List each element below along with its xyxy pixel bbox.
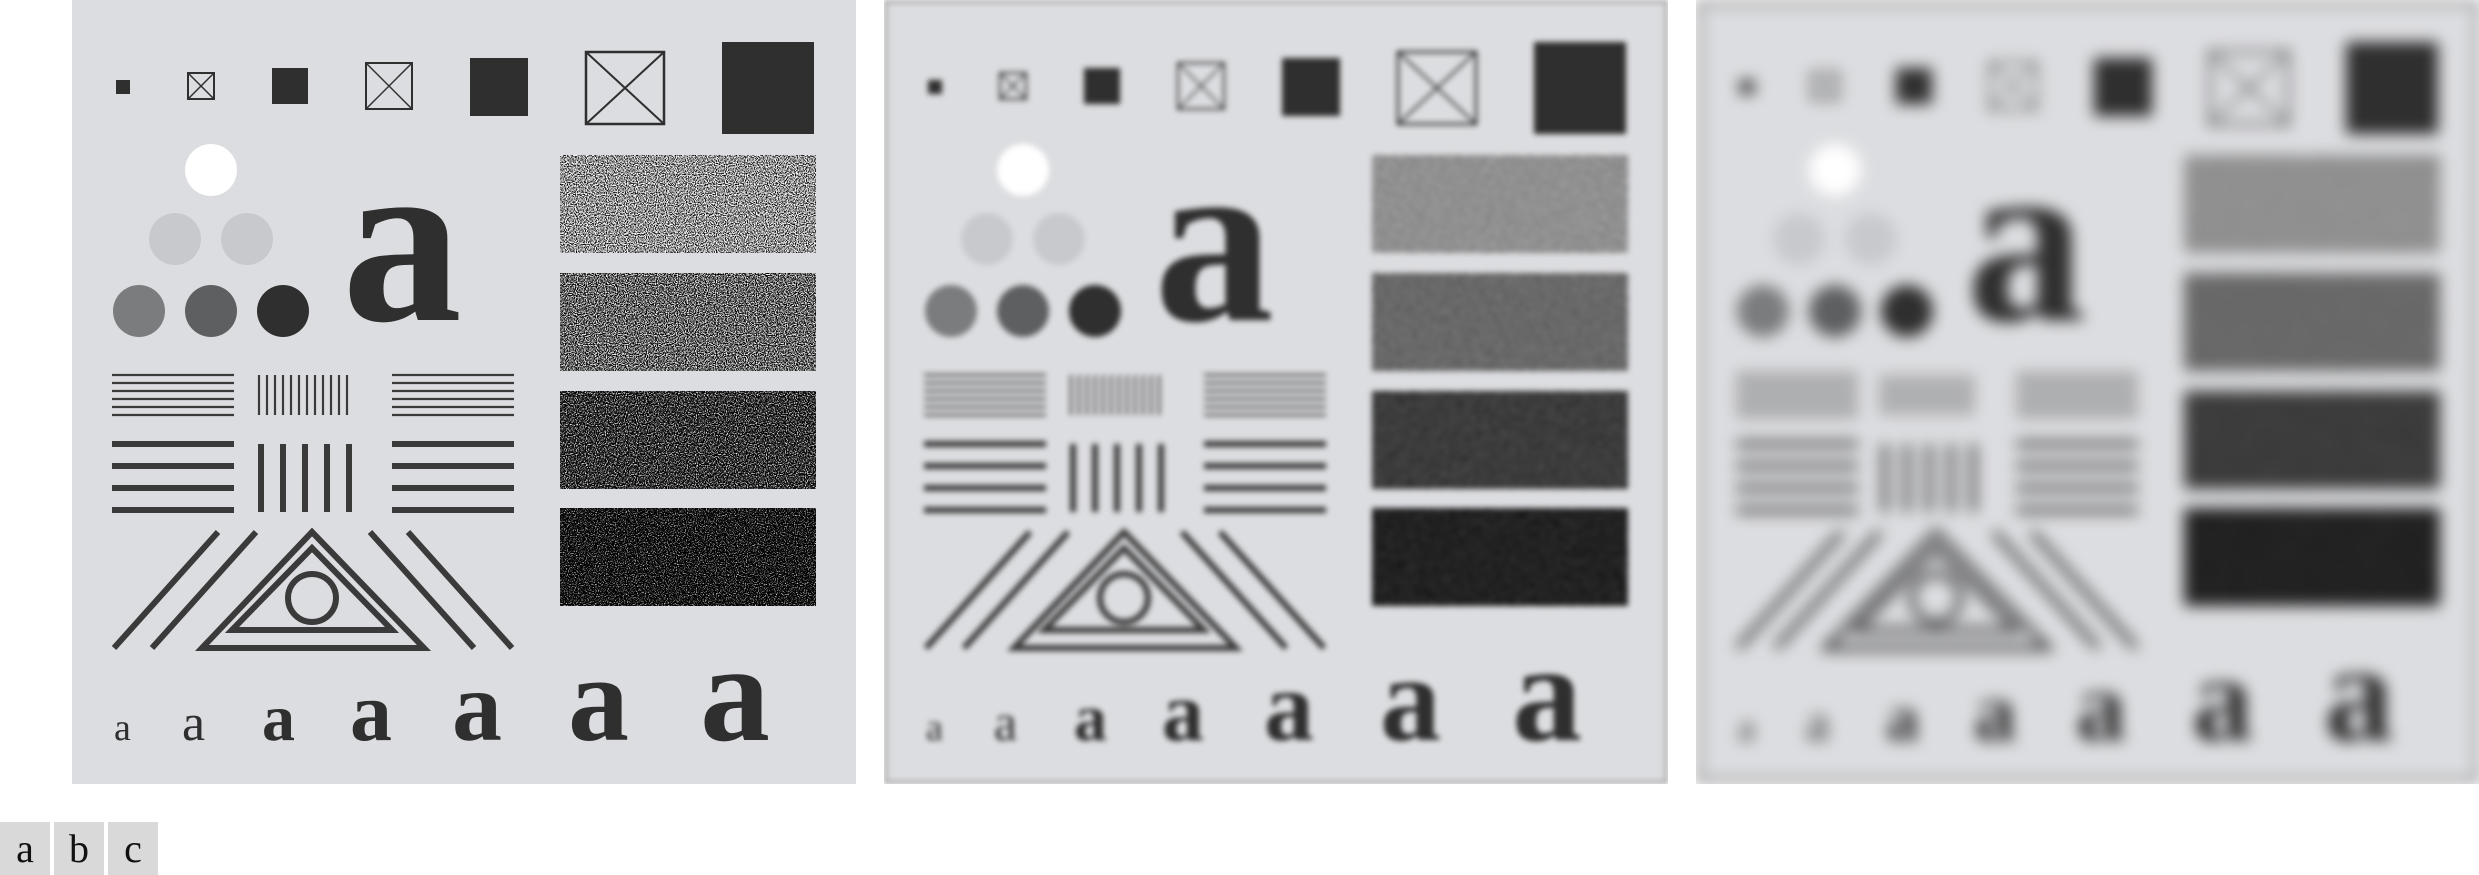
letter-row-1: a [114,707,131,749]
test-pattern-original: a [72,0,856,784]
square-4 [722,42,814,134]
letter-row-c-2: a [1806,695,1829,752]
x-square-1 [187,72,215,100]
panel-label-a: a [0,822,50,875]
panel-c-heavily-smoothed: a [1696,0,2479,784]
letter-row-b-7: a [1512,616,1582,771]
noise-rect-2 [560,273,816,371]
test-pattern-heavily-smoothed: a [1696,0,2479,784]
noise-rect-3 [560,391,816,489]
triangle-figure [111,527,515,651]
letter-row-7: a [700,616,770,771]
test-pattern-smoothed: a [884,0,1668,784]
letter-row-b-4: a [1162,666,1204,759]
big-letter: a [342,106,462,372]
panel-label-b: b [54,822,104,875]
letter-row-4: a [350,666,392,759]
noise-rect-4 [560,508,816,606]
panel-label-c: c [108,822,158,875]
letter-row-6: a [568,632,629,767]
x-square-3 [584,50,666,126]
letter-row-b-1: a [926,707,943,749]
letter-row-c-5: a [2076,651,2126,762]
circle-black [257,285,309,337]
letter-row-3: a [262,682,295,755]
noise-rect-1 [560,155,816,253]
letter-row-c-4: a [1974,666,2016,759]
letter-row-b-3: a [1074,682,1107,755]
letter-row-c-1: a [1738,707,1755,749]
square-3 [470,58,528,116]
panel-labels: a b c [0,822,158,875]
circle-light-2 [221,213,273,265]
letter-row-b-5: a [1264,651,1314,762]
big-letter-c: a [1966,106,2086,372]
panel-b-smoothed: a [884,0,1668,784]
square-2 [272,68,308,104]
letter-row-c-6: a [2192,632,2253,767]
letter-row-c-7: a [2324,616,2394,771]
x-square-2 [365,62,413,110]
panel-a-original: a [72,0,856,784]
letter-row-b-2: a [994,695,1017,752]
letter-row-5: a [452,651,502,762]
square-1 [116,80,130,94]
letter-row-b-6: a [1380,632,1441,767]
letter-row-2: a [182,695,205,752]
circle-mid [113,285,165,337]
circle-light-1 [149,213,201,265]
circle-white [185,144,237,196]
thin-lines [112,373,514,417]
thick-lines [112,441,514,513]
letter-row-c-3: a [1886,682,1919,755]
circle-darkgray [185,285,237,337]
big-letter-b: a [1154,106,1274,372]
